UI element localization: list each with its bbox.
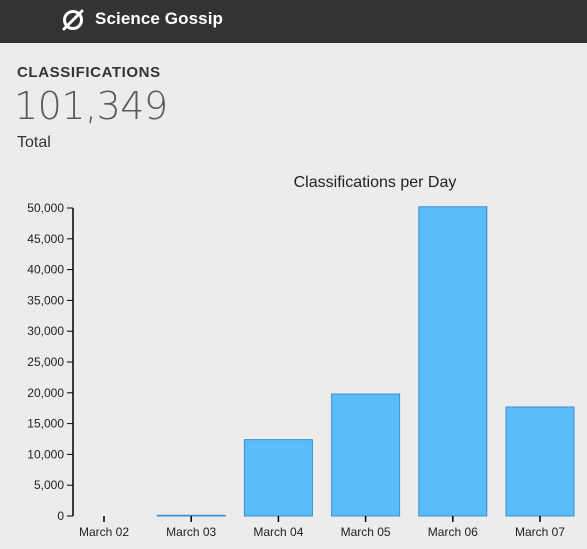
x-tick-label: March 07 xyxy=(515,525,565,539)
x-tick-label: March 06 xyxy=(428,525,478,539)
x-tick-label: March 05 xyxy=(341,525,391,539)
bar-march-05[interactable] xyxy=(331,393,401,517)
y-tick-label: 15,000 xyxy=(27,417,64,431)
x-tick-label: March 04 xyxy=(253,525,303,539)
bar-march-06[interactable] xyxy=(418,206,488,517)
y-tick-label: 10,000 xyxy=(27,447,64,461)
x-tick-label: March 03 xyxy=(166,525,216,539)
chart-title: Classifications per Day xyxy=(294,174,457,191)
app-title[interactable]: Science Gossip xyxy=(95,9,224,28)
y-tick-label: 50,000 xyxy=(27,201,64,215)
x-tick-label: March 02 xyxy=(79,525,129,539)
science-gossip-logo-icon[interactable] xyxy=(60,7,86,33)
y-tick-label: 45,000 xyxy=(27,232,64,246)
y-tick-label: 40,000 xyxy=(27,263,64,277)
total-label: Total xyxy=(17,134,51,151)
total-classifications-value: 101,349 xyxy=(14,84,168,128)
classifications-per-day-chart: Classifications per Day 0 5,000 10,000 15,0… xyxy=(27,174,575,539)
y-tick-label: 0 xyxy=(57,509,64,523)
y-tick-label: 35,000 xyxy=(27,293,64,307)
classifications-heading: CLASSIFICATIONS xyxy=(17,64,161,81)
bar-march-04[interactable] xyxy=(243,439,313,517)
y-tick-label: 20,000 xyxy=(27,386,64,400)
y-tick-label: 30,000 xyxy=(27,324,64,338)
top-bar: Science Gossip xyxy=(0,0,587,43)
y-tick-label: 5,000 xyxy=(34,478,64,492)
bar-march-03[interactable] xyxy=(156,514,226,517)
bar-march-07[interactable] xyxy=(505,406,575,517)
y-tick-label: 25,000 xyxy=(27,355,64,369)
